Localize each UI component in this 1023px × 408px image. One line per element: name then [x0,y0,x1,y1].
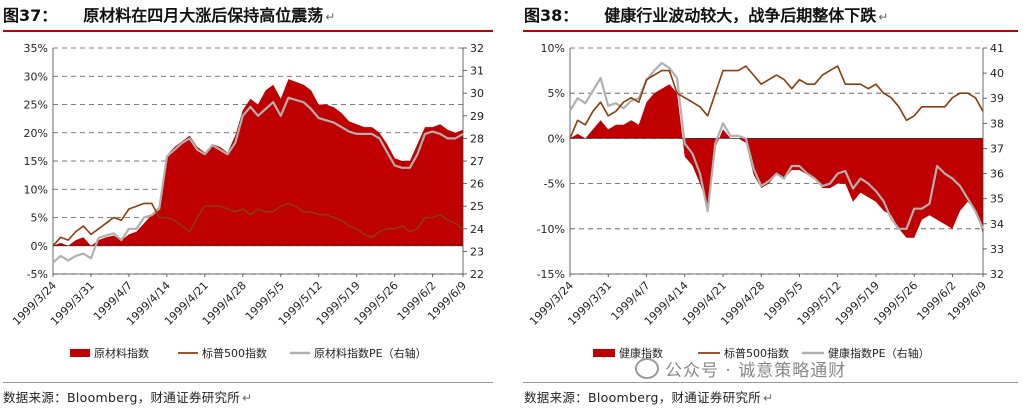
right-legend-label-index: 标普500指数 [724,346,789,360]
left-source: 数据来源：Bloomberg，财通证券研究所 ↵ [3,387,252,406]
left-y-left-tick-label: 5% [31,212,48,225]
right-y-left-tick-label: -5% [544,178,565,191]
left-title-mark: ↵ [325,10,336,24]
right-y-left-tick-label: 0% [548,132,565,145]
right-legend-label-pe: 健康指数PE（右轴） [828,346,930,360]
right-y-left-tick-label: -15% [537,268,565,281]
right-figure-number: 图38： [524,6,579,25]
right-source-text: 数据来源：Bloomberg，财通证券研究所 [524,390,762,405]
left-series-index-line [52,202,464,247]
watermark: 公众号 · 诚意策略通财 [635,356,846,381]
left-figure-number: 图37： [3,6,58,25]
right-series-pe-line [569,61,985,230]
right-title-rule [523,30,1018,32]
left-y-right-tick-label: 26 [470,178,484,191]
left-y-right-tick-label: 30 [470,87,484,100]
left-legend-label-index: 标普500指数 [202,346,267,360]
right-bottom-rule [523,382,1018,383]
left-y-right-tick-label: 31 [470,65,484,78]
right-y-left-tick-label: 5% [548,87,565,100]
right-y-right-tick-label: 39 [990,92,1004,105]
right-legend-swatch-area [593,349,615,357]
left-source-mark: ↵ [242,391,253,405]
left-legend-label-pe: 原材料指数PE（右轴） [314,346,427,360]
right-y-right-tick-label: 36 [990,168,1004,181]
left-y-right-tick-label: 29 [470,110,484,123]
right-y-left-tick-label: 10% [541,42,565,55]
left-y-left-tick-label: 10% [24,183,48,196]
right-y-right-tick-label: 41 [990,42,1004,55]
right-y-right-tick-label: 32 [990,268,1004,281]
left-y-left-tick-label: 35% [24,42,48,55]
left-title-rule [3,30,493,32]
left-y-right-tick-label: 25 [470,200,484,213]
left-y-left-tick-label: 15% [24,155,48,168]
left-y-left-tick-label: 30% [24,70,48,83]
left-y-right-tick-label: 28 [470,132,484,145]
left-y-left-tick-label: 0% [31,240,48,253]
right-y-right-tick-label: 34 [990,218,1004,231]
left-legend-label-area: 原材料指数 [94,346,149,360]
left-bottom-rule [3,382,493,383]
left-y-right-tick-label: 32 [470,42,484,55]
left-y-right-tick-label: 23 [470,245,484,258]
right-title-text: 健康行业波动较大，战争后期整体下跌 [604,6,877,25]
right-series-index-line [569,65,984,139]
right-title: 图38： 健康行业波动较大，战争后期整体下跌 ↵ [524,2,888,26]
left-title-text: 原材料在四月大涨后保持高位震荡 [83,6,324,25]
left-y-left-tick-label: 25% [24,99,48,112]
left-title: 图37： 原材料在四月大涨后保持高位震荡 ↵ [3,2,335,26]
right-source: 数据来源：Bloomberg，财通证券研究所 ↵ [524,387,773,406]
left-source-text: 数据来源：Bloomberg，财通证券研究所 [3,390,241,405]
left-y-right-tick-label: 27 [470,155,484,168]
right-series-area [570,84,983,238]
left-y-left-tick-label: 20% [24,127,48,140]
left-y-right-tick-label: 22 [470,268,484,281]
left-y-right-tick-label: 24 [470,223,484,236]
right-y-right-tick-label: 38 [990,117,1004,130]
left-y-left-tick-label: -5% [27,268,48,281]
right-y-right-tick-label: 37 [990,142,1004,155]
left-series-pe-line [52,96,464,264]
right-y-right-tick-label: 35 [990,193,1004,206]
right-y-right-tick-label: 33 [990,243,1004,256]
left-legend-swatch-area [70,349,90,357]
wechat-icon [635,358,659,379]
right-legend-label-area: 健康指数 [619,346,663,360]
watermark-text: 公众号 · 诚意策略通财 [665,361,847,381]
right-y-left-tick-label: -10% [537,223,565,236]
right-y-right-tick-label: 40 [990,67,1004,80]
right-source-mark: ↵ [763,391,774,405]
left-series-area [53,79,463,246]
right-title-mark: ↵ [878,10,889,24]
